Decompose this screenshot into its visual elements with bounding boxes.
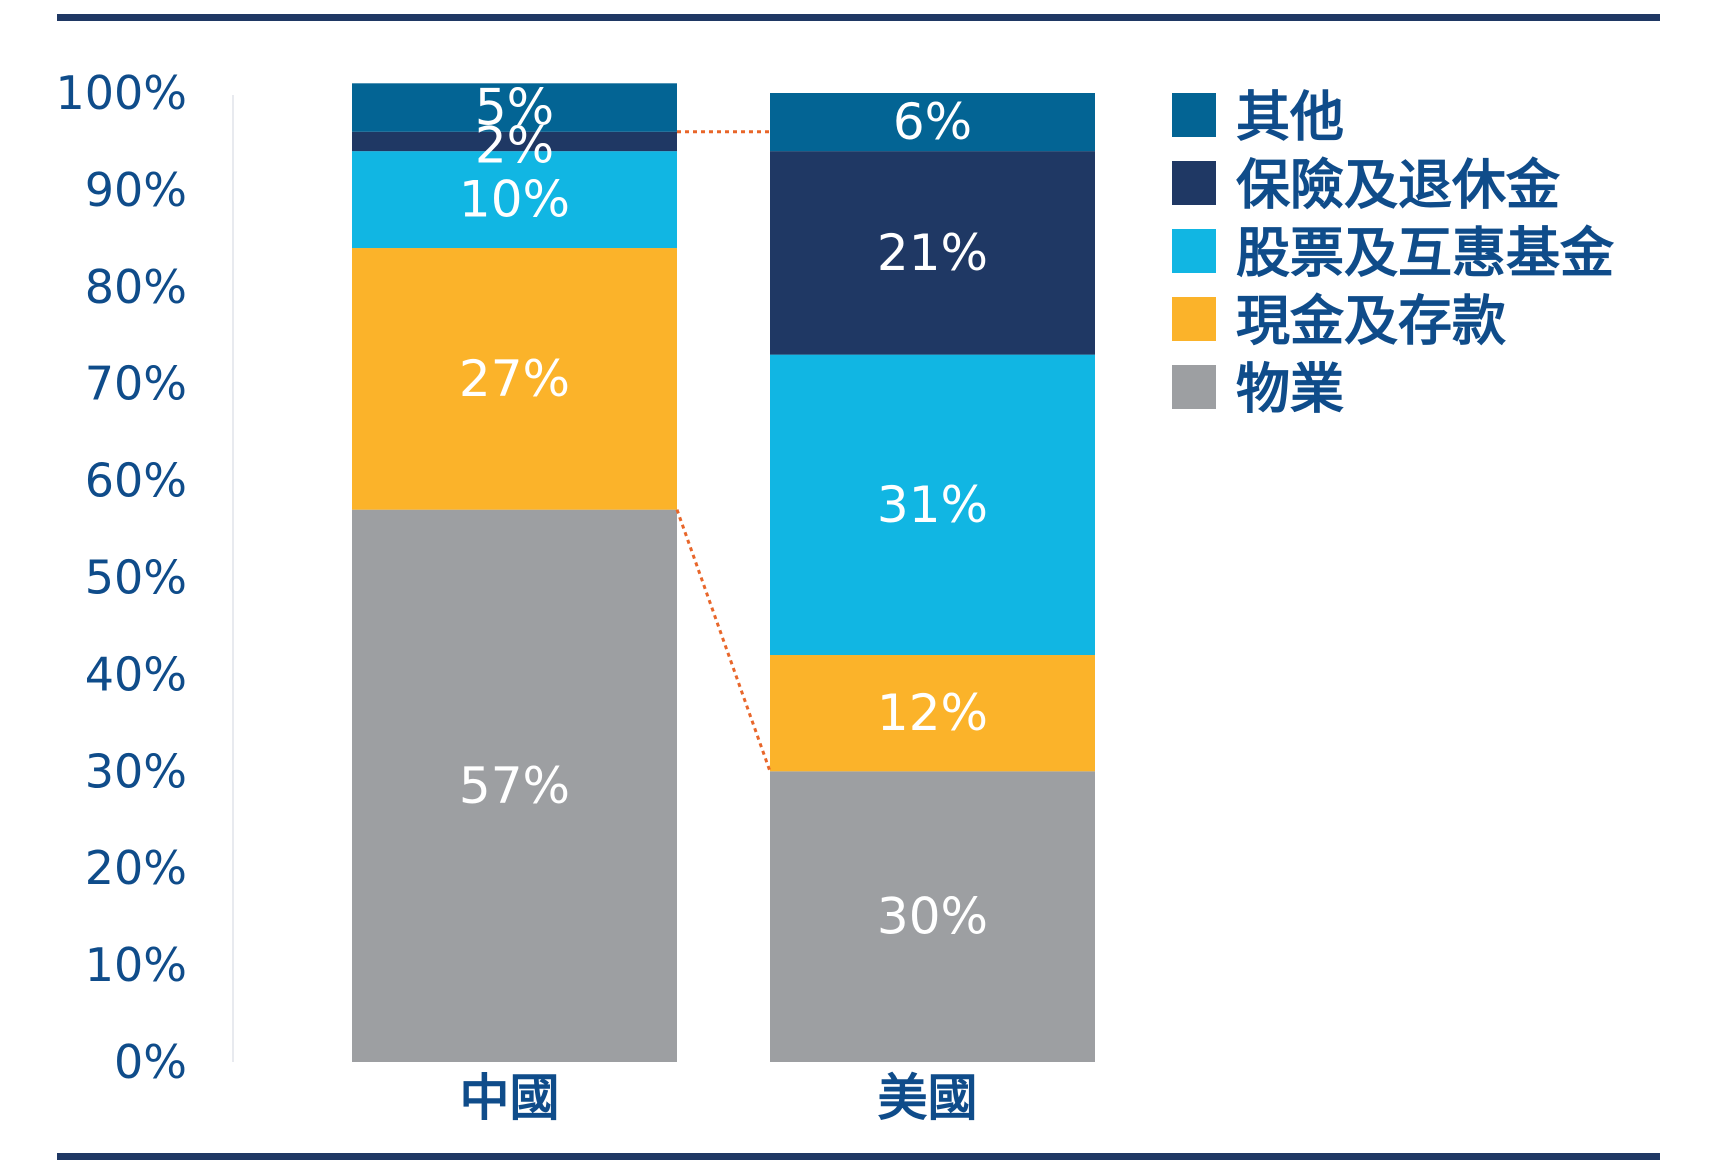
y-tick-label: 70% bbox=[85, 357, 187, 411]
bar-segment bbox=[352, 83, 677, 132]
y-tick-label: 40% bbox=[85, 647, 187, 701]
bar-value-label: 21% bbox=[877, 224, 988, 282]
legend-label: 保險及退休金 bbox=[1236, 154, 1561, 217]
x-category-label: 中國 bbox=[460, 1069, 560, 1127]
top-rule bbox=[57, 14, 1660, 21]
legend-swatch bbox=[1172, 229, 1216, 273]
legend-swatch bbox=[1172, 365, 1216, 409]
y-tick-label: 60% bbox=[85, 454, 187, 508]
bar-segment bbox=[770, 655, 1095, 772]
bar-segment bbox=[770, 771, 1095, 1062]
bottom-rule bbox=[57, 1153, 1660, 1160]
bar-value-label: 57% bbox=[459, 757, 570, 815]
legend-label: 物業 bbox=[1236, 358, 1344, 421]
bar-value-label: 2% bbox=[475, 116, 554, 174]
legend-label: 現金及存款 bbox=[1236, 290, 1506, 353]
bar-segment bbox=[352, 509, 677, 1062]
y-tick-label: 10% bbox=[85, 938, 187, 992]
bar-segment bbox=[770, 151, 1095, 355]
connector-line-lower bbox=[675, 509, 772, 772]
bar-value-label: 30% bbox=[877, 888, 988, 946]
bar-value-label: 31% bbox=[877, 476, 988, 534]
y-tick-label: 100% bbox=[55, 66, 187, 120]
x-category-label: 美國 bbox=[878, 1069, 978, 1127]
y-tick-label: 50% bbox=[85, 551, 187, 605]
bar-value-label: 27% bbox=[459, 350, 570, 408]
bar-value-label: 12% bbox=[877, 684, 988, 742]
bar-segment bbox=[352, 248, 677, 510]
legend-label: 其他 bbox=[1236, 86, 1344, 149]
legend-swatch bbox=[1172, 93, 1216, 137]
bar-segment bbox=[770, 93, 1095, 152]
y-tick-label: 0% bbox=[114, 1035, 187, 1089]
bar-segment bbox=[352, 151, 677, 249]
legend-label: 股票及互惠基金 bbox=[1236, 222, 1615, 285]
y-tick-label: 20% bbox=[85, 841, 187, 895]
bar-segment bbox=[352, 131, 677, 152]
y-tick-label: 30% bbox=[85, 744, 187, 798]
bar-value-label: 5% bbox=[475, 79, 554, 137]
bar-segment bbox=[770, 354, 1095, 656]
y-tick-label: 80% bbox=[85, 260, 187, 314]
legend-swatch bbox=[1172, 161, 1216, 205]
y-tick-label: 90% bbox=[85, 163, 187, 217]
bar-value-label: 6% bbox=[893, 93, 972, 151]
legend-swatch bbox=[1172, 297, 1216, 341]
bar-value-label: 10% bbox=[459, 171, 570, 229]
